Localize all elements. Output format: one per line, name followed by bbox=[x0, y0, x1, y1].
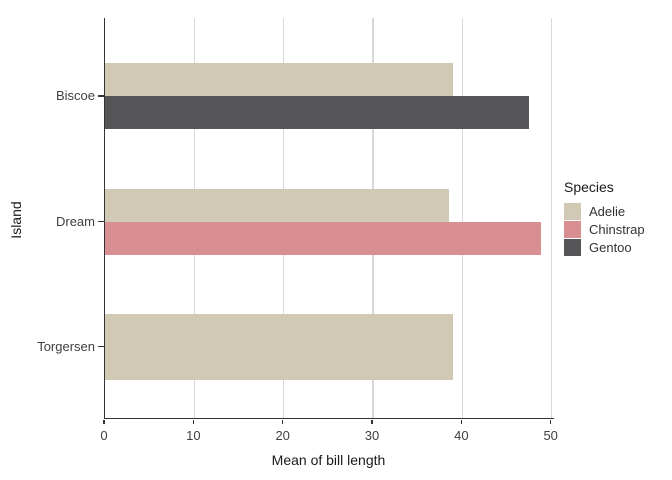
x-tick-label-20: 20 bbox=[275, 428, 290, 443]
gridline-x-50 bbox=[550, 18, 553, 418]
y-tick-dream bbox=[98, 220, 104, 223]
y-category-label-dream: Dream bbox=[55, 213, 95, 229]
legend-item-adelie: Adelie bbox=[564, 203, 645, 220]
legend-swatch-gentoo bbox=[564, 239, 581, 256]
x-tick-50 bbox=[549, 419, 552, 424]
x-axis-title: Mean of bill length bbox=[271, 452, 386, 468]
x-tick-label-30: 30 bbox=[364, 428, 380, 443]
gridline-x-40 bbox=[461, 18, 464, 418]
legend-rows: Adelie Chinstrap Gentoo bbox=[564, 203, 645, 256]
legend-swatch-adelie bbox=[564, 203, 581, 220]
y-tick-biscoe bbox=[98, 95, 104, 97]
legend-label-adelie: Adelie bbox=[589, 204, 626, 219]
legend-item-chinstrap: Chinstrap bbox=[564, 221, 645, 238]
x-tick-20 bbox=[281, 419, 284, 424]
bar-dream-chinstrap bbox=[105, 221, 542, 255]
x-tick-label-10: 10 bbox=[186, 428, 201, 443]
x-tick-30 bbox=[371, 419, 373, 424]
x-tick-label-50: 50 bbox=[543, 428, 558, 443]
bar-torgersen-adelie bbox=[105, 313, 453, 380]
bar-dream-adelie bbox=[105, 188, 449, 222]
x-tick-label-40: 40 bbox=[454, 428, 469, 443]
x-tick-0 bbox=[103, 419, 105, 424]
x-tick-10 bbox=[192, 419, 195, 424]
legend-item-gentoo: Gentoo bbox=[564, 239, 645, 256]
bar-biscoe-gentoo bbox=[105, 96, 530, 129]
y-category-label-biscoe: Biscoe bbox=[55, 88, 95, 103]
legend-title: Species bbox=[564, 179, 614, 195]
x-tick-40 bbox=[460, 419, 463, 424]
legend-label-gentoo: Gentoo bbox=[589, 240, 632, 255]
legend: Species Adelie Chinstrap Gentoo bbox=[564, 179, 645, 257]
legend-swatch-chinstrap bbox=[564, 221, 581, 238]
legend-label-chinstrap: Chinstrap bbox=[589, 222, 645, 237]
y-category-label-torgersen: Torgersen bbox=[37, 338, 95, 354]
x-tick-label-0: 0 bbox=[100, 428, 108, 443]
plot-area bbox=[104, 18, 554, 419]
bar-biscoe-adelie bbox=[105, 63, 454, 96]
y-tick-torgersen bbox=[98, 345, 104, 348]
